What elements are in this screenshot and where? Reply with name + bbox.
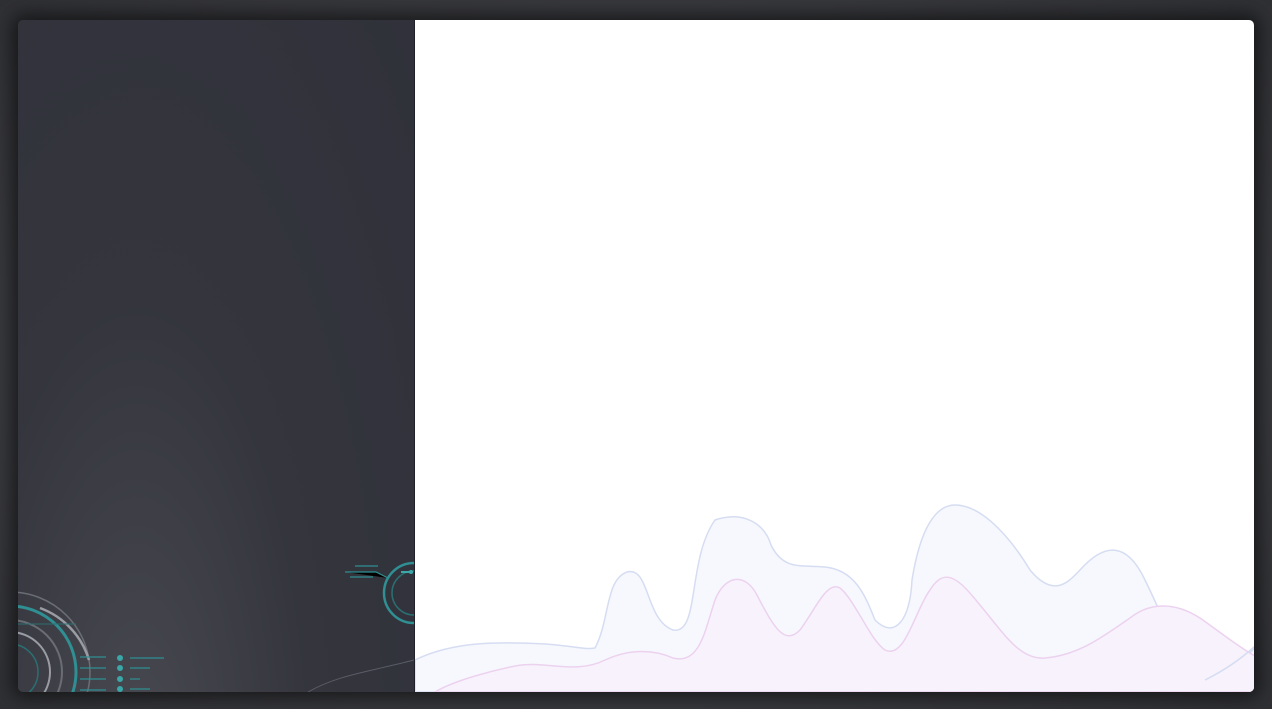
wave-blue-line bbox=[1204, 645, 1254, 681]
hud-curve-line bbox=[307, 659, 414, 692]
hud-lines-icon bbox=[345, 565, 389, 579]
hud-rings-icon bbox=[18, 591, 91, 692]
hud-target-icon bbox=[382, 561, 414, 625]
hud-list-icon bbox=[80, 655, 164, 692]
hud-decoration bbox=[18, 561, 414, 692]
app-window bbox=[18, 20, 1254, 692]
wave-background bbox=[415, 504, 1254, 692]
right-panel bbox=[415, 20, 1254, 692]
left-panel bbox=[18, 20, 415, 692]
wave-pink-area bbox=[433, 576, 1254, 692]
